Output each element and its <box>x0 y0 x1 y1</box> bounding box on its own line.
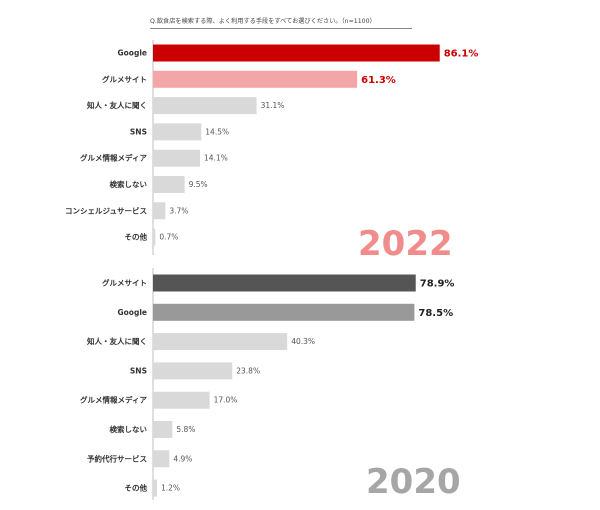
category-label: グルメ情報メディア <box>80 395 147 405</box>
data-label: 14.1% <box>204 154 228 163</box>
data-label: 78.9% <box>420 279 455 290</box>
bar <box>153 391 210 409</box>
bar <box>153 479 157 497</box>
category-label: その他 <box>125 483 148 493</box>
bar <box>153 97 257 115</box>
bar <box>153 228 156 246</box>
bar <box>153 303 415 321</box>
data-label: 4.9% <box>173 454 192 463</box>
data-label: 0.7% <box>159 233 178 242</box>
bar <box>153 70 358 88</box>
bar <box>153 421 173 438</box>
category-label: 予約代行サービス <box>87 453 147 463</box>
data-label: 61.3% <box>361 75 396 86</box>
bar <box>153 176 185 193</box>
data-label: 78.5% <box>418 308 453 319</box>
data-label: 31.1% <box>261 101 285 110</box>
bar <box>153 202 166 220</box>
category-label: Google <box>118 49 148 58</box>
data-label: 1.2% <box>161 484 180 493</box>
bar <box>153 362 233 380</box>
category-label: 検索しない <box>110 179 148 189</box>
bar <box>153 274 416 292</box>
data-label: 14.5% <box>205 127 229 136</box>
category-label: コンシェルジュサービス <box>65 205 147 215</box>
data-label: 86.1% <box>444 49 479 60</box>
category-label: その他 <box>125 232 148 242</box>
data-label: 3.7% <box>169 206 188 215</box>
category-label: 知人・友人に聞く <box>87 100 147 110</box>
bar <box>153 333 288 351</box>
chart-title-2020: 2020 <box>366 462 461 502</box>
question-underline <box>150 28 412 29</box>
category-label: 知人・友人に聞く <box>87 336 147 346</box>
data-label: 23.8% <box>236 366 260 375</box>
category-label: グルメサイト <box>102 74 147 84</box>
category-label: SNS <box>130 366 147 375</box>
category-label: グルメ情報メディア <box>80 153 147 163</box>
question-text: Q.飲食店を検索する際、よく利用する手段をすべてお選びください。（n=1100） <box>150 18 376 25</box>
bar <box>153 149 200 167</box>
data-label: 40.3% <box>291 337 315 346</box>
category-label: SNS <box>130 127 147 136</box>
data-label: 17.0% <box>214 396 238 405</box>
data-label: 9.5% <box>189 180 208 189</box>
data-label: 5.8% <box>176 425 195 434</box>
bar <box>153 44 440 62</box>
bar <box>153 123 202 141</box>
category-label: 検索しない <box>110 424 148 434</box>
category-label: Google <box>118 308 148 317</box>
category-label: グルメサイト <box>102 278 147 288</box>
chart-title-2022: 2022 <box>358 224 453 264</box>
bar <box>153 450 170 468</box>
